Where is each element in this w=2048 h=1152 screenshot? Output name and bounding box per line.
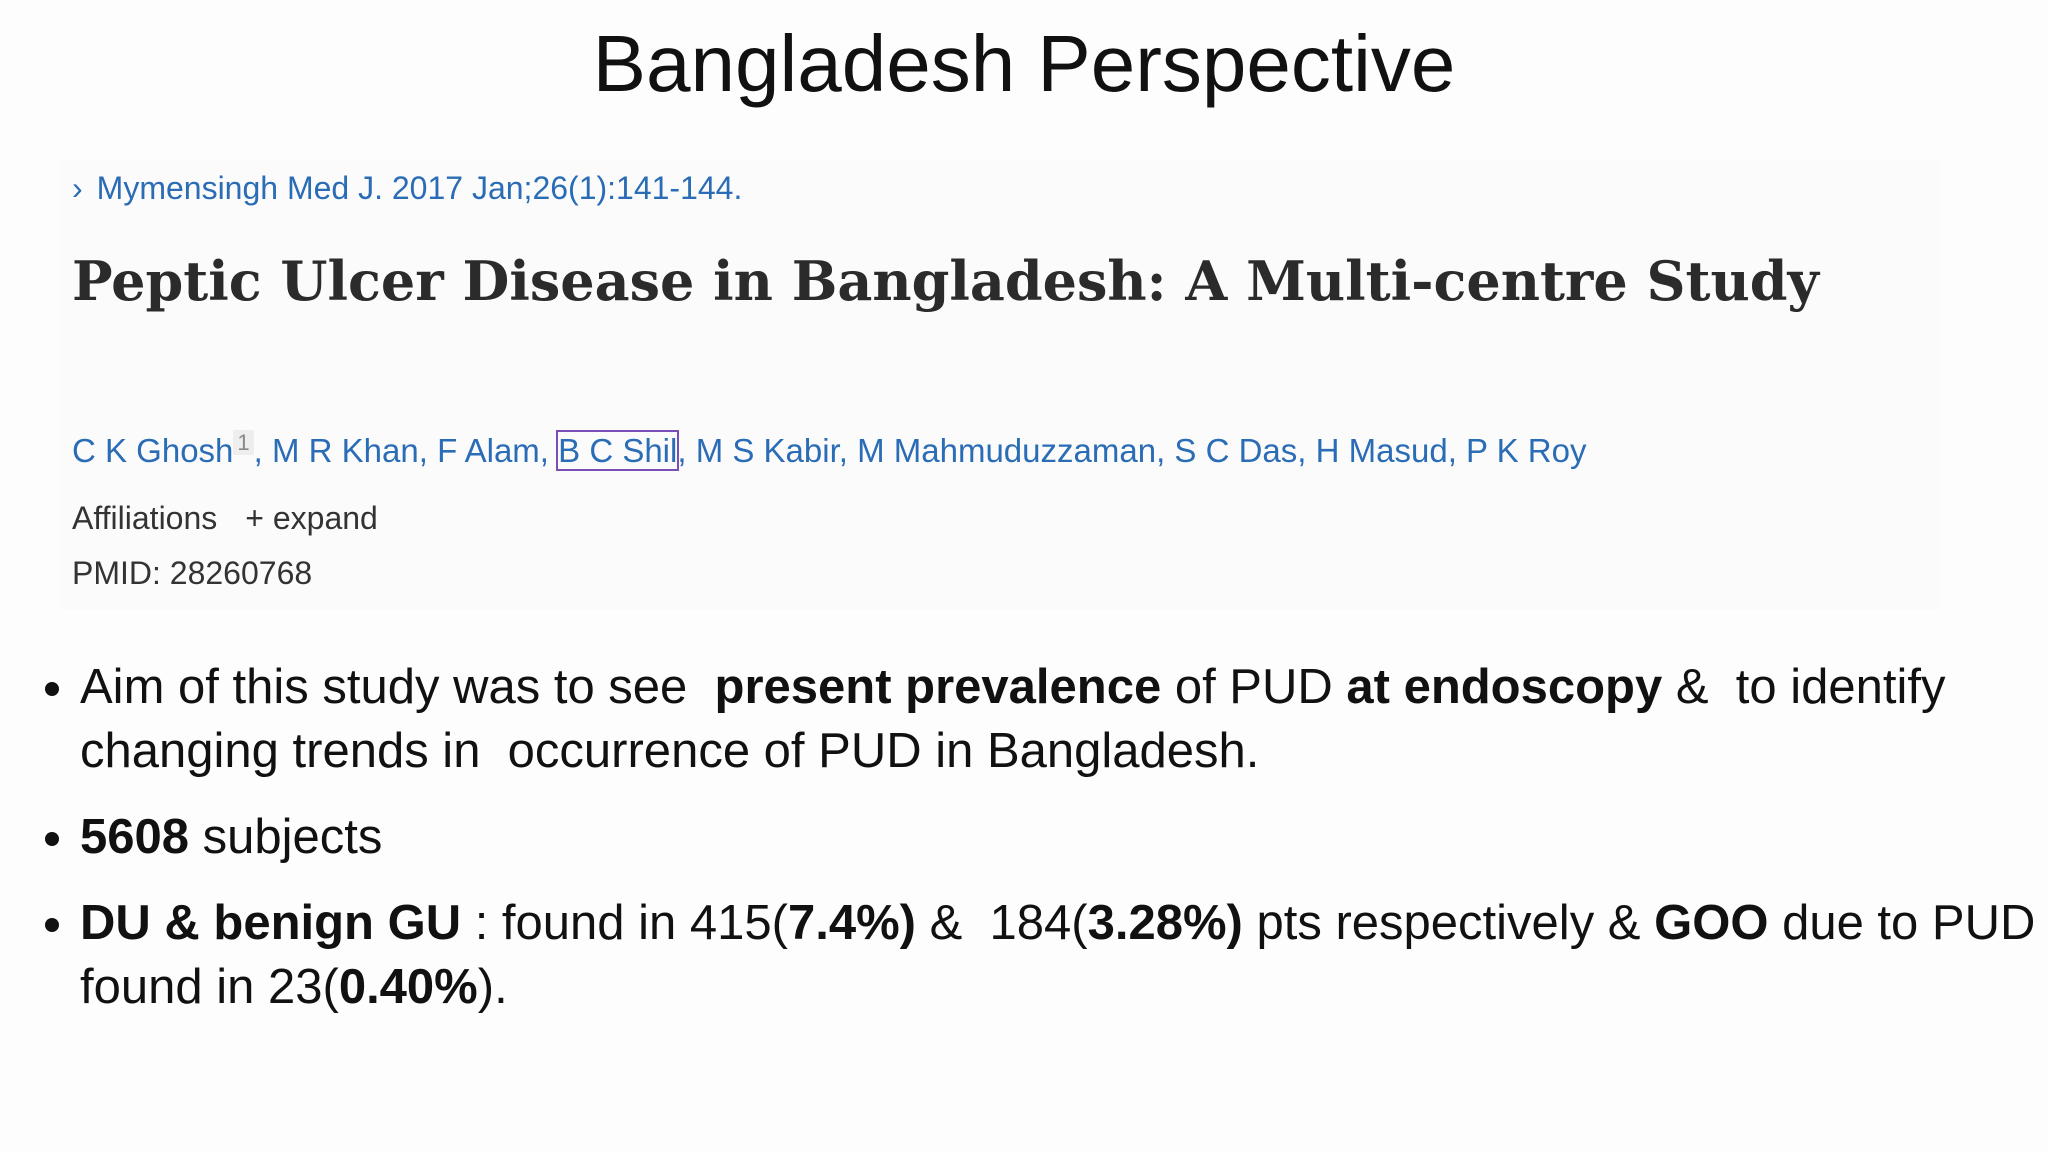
bullet-item: 5608 subjects: [80, 805, 2040, 869]
author-name: B C Shil: [556, 430, 680, 471]
pmid: PMID: 28260768: [72, 555, 313, 591]
bold-text: at endoscopy: [1346, 660, 1663, 714]
citation: › Mymensingh Med J. 2017 Jan;26(1):141-14…: [72, 170, 742, 207]
bold-text: present prevalence: [714, 660, 1162, 714]
expand-link[interactable]: + expand: [245, 500, 378, 536]
affiliation-number: 1: [233, 430, 254, 455]
author-name: M R Khan: [272, 432, 419, 469]
text-run: due to PUD found in 23(: [80, 896, 2036, 1014]
chevron: ›: [72, 170, 83, 206]
bold-text: GOO: [1654, 896, 1769, 950]
author-name: C K Ghosh: [72, 432, 234, 469]
slide-title: Bangladesh Perspective: [592, 19, 1456, 108]
bold-text: 3.28%): [1087, 896, 1243, 950]
bold-text: 5608: [80, 810, 190, 864]
author-separator: ,: [253, 432, 273, 469]
article-screenshot: › Mymensingh Med J. 2017 Jan;26(1):141-14…: [60, 160, 1940, 610]
bullet-item: Aim of this study was to see present pre…: [80, 655, 2040, 783]
affiliations-label: Affiliations: [72, 500, 218, 536]
author-name: H Masud: [1315, 432, 1448, 469]
text-run: pts respectively &: [1242, 896, 1655, 950]
citation-text: Mymensingh Med J. 2017 Jan;26(1):141-144…: [96, 170, 743, 206]
text-run: ).: [477, 960, 508, 1014]
author-name: M Mahmuduzzaman: [857, 432, 1157, 469]
bullet-item: DU & benign GU : found in 415(7.4%) & 18…: [80, 891, 2040, 1019]
author-separator: ,: [1447, 432, 1467, 469]
author-name: P K Roy: [1466, 432, 1587, 469]
author-separator: ,: [838, 432, 858, 469]
article-title: Peptic Ulcer Disease in Bangladesh: A Mu…: [72, 249, 1819, 313]
text-run: & to identify changing trends in occurre…: [80, 660, 1960, 778]
author-name: F Alam: [437, 432, 540, 469]
author-list: C K Ghosh 1, M R Khan, F Alam, B C Shil, …: [72, 430, 1587, 471]
text-run: subjects: [189, 810, 383, 864]
author-separator: ,: [1297, 432, 1316, 469]
bold-text: DU & benign GU: [80, 896, 462, 950]
affiliations: Affiliations + expand: [72, 500, 378, 537]
bold-text: 0.40%: [338, 960, 478, 1014]
author-separator: ,: [539, 432, 559, 469]
bold-text: 7.4%): [788, 896, 917, 950]
text-run: & 184(: [916, 896, 1088, 950]
author-separator: ,: [1156, 432, 1175, 469]
bullet-list: Aim of this study was to see present pre…: [40, 655, 2040, 1041]
author-separator: ,: [418, 432, 438, 469]
text-run: Aim of this study was to see: [80, 660, 715, 714]
author-name: M S Kabir: [695, 432, 839, 469]
author-name: S C Das: [1174, 432, 1298, 469]
text-run: : found in 415(: [461, 896, 788, 950]
author-separator: ,: [677, 432, 696, 469]
text-run: of PUD: [1161, 660, 1347, 714]
